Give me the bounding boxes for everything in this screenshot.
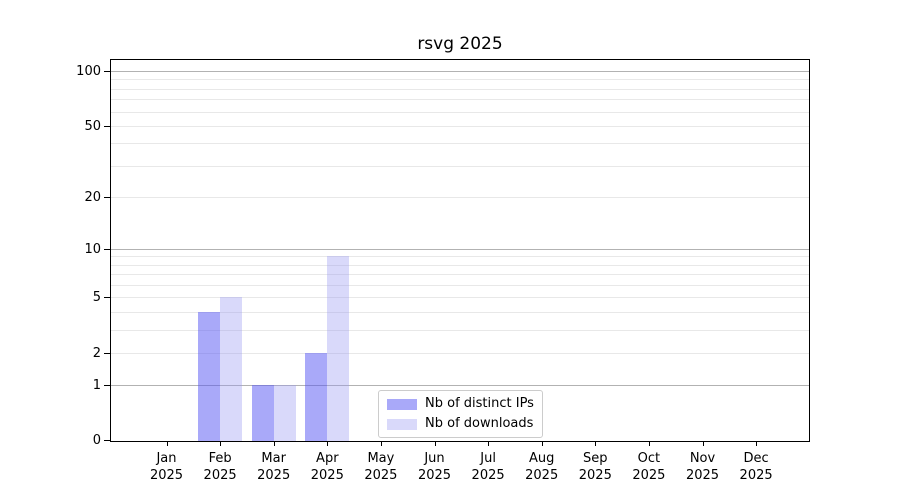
x-tick-label: Oct 2025 (617, 450, 681, 484)
x-axis-tick (756, 441, 758, 446)
x-axis-tick (595, 441, 597, 446)
x-tick-label: Apr 2025 (295, 450, 359, 484)
y-axis-tick (104, 196, 110, 198)
legend-swatch (387, 418, 417, 430)
y-tick-label: 10 (84, 241, 101, 257)
x-axis-tick (220, 441, 222, 446)
x-tick-label: Jul 2025 (456, 450, 520, 484)
y-tick-label: 5 (92, 290, 101, 306)
bar-mar-distinct-ips (251, 385, 274, 441)
y-tick-label: 50 (84, 118, 101, 134)
x-tick-label-month: Jul (480, 451, 496, 466)
x-tick-label: Nov 2025 (671, 450, 735, 484)
x-tick-label-year: 2025 (685, 468, 720, 483)
gridline-minor (111, 352, 809, 354)
x-tick-label: May 2025 (349, 450, 413, 484)
x-tick-label-year: 2025 (632, 468, 666, 483)
gridline-minor (111, 125, 809, 127)
y-axis-tick (104, 352, 110, 354)
y-axis-tick (104, 440, 110, 441)
bar-mar-downloads (273, 385, 296, 441)
y-tick-label: 100 (76, 64, 101, 80)
gridline-minor (111, 312, 809, 313)
y-tick-label: 1 (92, 378, 101, 394)
x-tick-label-year: 2025 (578, 468, 612, 483)
x-axis-tick (380, 441, 382, 446)
gridline-minor (111, 196, 809, 198)
gridline-minor (111, 99, 809, 101)
x-tick-label-year: 2025 (203, 468, 237, 483)
x-axis-tick (488, 441, 490, 446)
x-tick-label-month: Jan (156, 451, 177, 466)
gridline-minor (111, 79, 809, 81)
legend-swatch (387, 398, 417, 410)
x-tick-label-year: 2025 (471, 468, 505, 483)
y-axis-tick (104, 297, 110, 299)
gridline-minor (111, 111, 809, 113)
gridline-minor (111, 297, 809, 299)
plot-area: 0 1 2 5 10 20 50 100 Jan 2025 Feb 2025 Mar 2025 Apr 202… (76, 59, 810, 483)
x-tick-label-month: Nov (689, 451, 716, 466)
x-axis-tick (166, 441, 168, 446)
y-tick-label: 0 (92, 433, 101, 448)
x-axis-tick (541, 441, 543, 446)
y-axis-tick (104, 71, 110, 73)
x-tick-label-month: Feb (208, 451, 232, 466)
chart-title: rsvg 2025 (417, 34, 503, 54)
x-axis-tick (648, 441, 650, 446)
gridline-minor (111, 165, 809, 167)
gridline-minor (111, 264, 809, 266)
x-tick-label: Jun 2025 (403, 450, 467, 484)
x-tick-label-year: 2025 (310, 468, 344, 483)
legend-label: Nb of distinct IPs (425, 396, 534, 411)
x-tick-label-month: Apr (316, 451, 339, 466)
gridline-minor (111, 88, 809, 90)
x-tick-label: Jan 2025 (135, 450, 199, 484)
y-axis-tick (104, 385, 110, 387)
gridline-minor (111, 256, 809, 258)
x-tick-label: Sep 2025 (563, 450, 627, 484)
x-tick-label-month: Jun (424, 451, 445, 466)
x-tick-label-month: Dec (743, 451, 769, 466)
bar-apr-downloads (327, 256, 350, 441)
x-tick-label-year: 2025 (257, 468, 291, 483)
x-tick-label-year: 2025 (739, 468, 773, 483)
legend-row: Nb of distinct IPs (387, 396, 534, 412)
gridline-major (111, 385, 809, 387)
x-tick-label-month: Oct (637, 451, 661, 466)
x-tick-label-year: 2025 (525, 468, 559, 483)
x-tick-label-month: Mar (261, 451, 286, 466)
y-tick-label: 20 (84, 189, 101, 205)
x-axis-tick (327, 441, 329, 446)
x-tick-label-year: 2025 (417, 468, 452, 483)
bar-feb-distinct-ips (198, 312, 221, 441)
x-tick-label-month: May (367, 451, 395, 466)
x-tick-label-year: 2025 (149, 468, 184, 483)
bar-feb-downloads (220, 297, 243, 441)
x-axis-tick (273, 441, 275, 446)
y-axis-tick (104, 125, 110, 127)
gridline-minor (111, 285, 809, 287)
legend-label: Nb of downloads (425, 416, 534, 431)
gridline-minor (111, 329, 809, 331)
x-tick-label-year: 2025 (364, 468, 398, 483)
x-axis-tick (702, 441, 704, 446)
x-tick-label-month: Sep (583, 451, 608, 466)
gridline-major (111, 71, 809, 73)
y-tick-label: 2 (92, 345, 101, 361)
legend: Nb of distinct IPs Nb of downloads (378, 390, 543, 438)
x-tick-label: Mar 2025 (242, 450, 306, 484)
x-tick-label: Feb 2025 (188, 450, 252, 484)
x-tick-label-month: Aug (528, 451, 555, 466)
gridline-minor (111, 143, 809, 145)
y-axis-tick (104, 248, 110, 250)
legend-row: Nb of downloads (387, 416, 534, 432)
x-tick-label: Aug 2025 (510, 450, 574, 484)
x-axis-tick (434, 441, 436, 446)
bar-apr-distinct-ips (305, 352, 328, 441)
gridline-minor (111, 274, 809, 276)
x-tick-label: Dec 2025 (724, 450, 788, 484)
gridline-major (111, 248, 809, 250)
